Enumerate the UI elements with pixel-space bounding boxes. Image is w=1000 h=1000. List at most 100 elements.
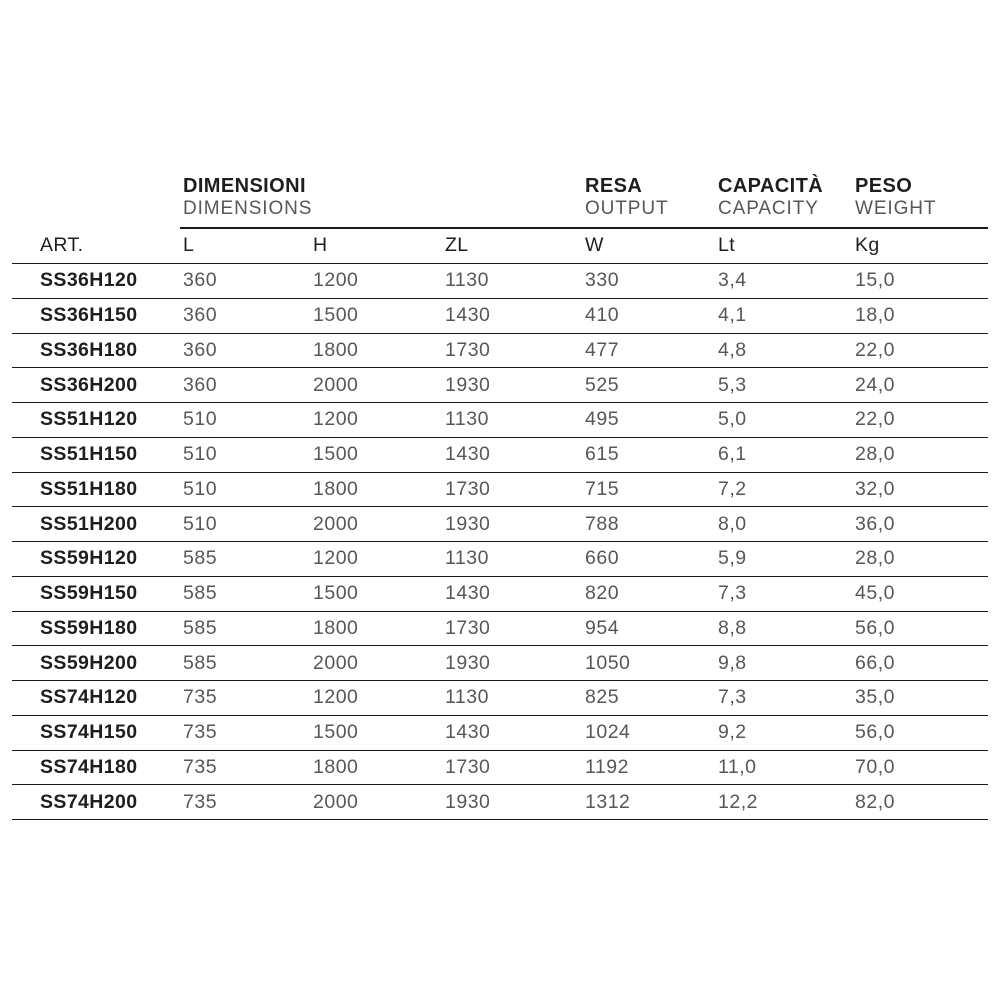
column-header-zl: ZL	[445, 234, 469, 256]
group-subtitle-capacity: CAPACITY	[718, 198, 819, 219]
value-cell: 510	[183, 408, 218, 431]
value-cell: 1500	[313, 721, 359, 744]
value-cell: 4,8	[718, 338, 747, 361]
article-code: SS36H200	[40, 373, 138, 396]
group-output: RESA OUTPUT	[585, 175, 669, 219]
value-cell: 22,0	[855, 338, 895, 361]
value-cell: 510	[183, 477, 218, 500]
table-group-header: DIMENSIONI DIMENSIONS RESA OUTPUT CAPACI…	[12, 175, 988, 229]
value-cell: 585	[183, 651, 218, 674]
value-cell: 820	[585, 582, 620, 605]
value-cell: 360	[183, 304, 218, 327]
value-cell: 735	[183, 790, 218, 813]
value-cell: 1800	[313, 755, 359, 778]
value-cell: 8,0	[718, 512, 747, 535]
value-cell: 24,0	[855, 373, 895, 396]
table-row: SS51H200 510 2000 1930 788 8,0 36,0	[12, 507, 988, 542]
value-cell: 788	[585, 512, 620, 535]
value-cell: 6,1	[718, 443, 747, 466]
value-cell: 70,0	[855, 755, 895, 778]
column-header-kg: Kg	[855, 234, 880, 256]
column-header-lt: Lt	[718, 234, 736, 256]
value-cell: 360	[183, 338, 218, 361]
value-cell: 1130	[445, 269, 489, 292]
value-cell: 1200	[313, 686, 359, 709]
article-code: SS74H180	[40, 755, 138, 778]
group-subtitle-weight: WEIGHT	[855, 198, 937, 219]
article-code: SS36H120	[40, 269, 138, 292]
value-cell: 9,8	[718, 651, 747, 674]
value-cell: 35,0	[855, 686, 895, 709]
article-code: SS51H150	[40, 443, 138, 466]
column-header-w: W	[585, 234, 604, 256]
value-cell: 735	[183, 721, 218, 744]
group-title-capacita: CAPACITÀ	[718, 175, 824, 197]
value-cell: 56,0	[855, 721, 895, 744]
table-body: SS36H120 360 1200 1130 330 3,4 15,0 SS36H150 360…	[12, 264, 988, 820]
table-row: SS74H180 735 1800 1730 1192 11,0 70,0	[12, 751, 988, 786]
article-code: SS74H200	[40, 790, 138, 813]
value-cell: 1430	[445, 443, 491, 466]
value-cell: 28,0	[855, 547, 895, 570]
value-cell: 12,2	[718, 790, 758, 813]
value-cell: 1130	[445, 686, 489, 709]
value-cell: 477	[585, 338, 620, 361]
group-title-dimensioni: DIMENSIONI	[183, 175, 306, 197]
group-weight: PESO WEIGHT	[855, 175, 936, 219]
value-cell: 1930	[445, 790, 491, 813]
value-cell: 1200	[313, 408, 359, 431]
column-header-row: ART. L H ZL W Lt Kg	[12, 228, 988, 264]
table-row: SS74H120 735 1200 1130 825 7,3 35,0	[12, 681, 988, 716]
article-code: SS59H120	[40, 547, 138, 570]
value-cell: 525	[585, 373, 620, 396]
value-cell: 2000	[313, 512, 359, 535]
value-cell: 7,3	[718, 582, 747, 605]
table-row: SS74H200 735 2000 1930 1312 12,2 82,0	[12, 785, 988, 820]
value-cell: 330	[585, 269, 620, 292]
table-row: SS59H200 585 2000 1930 1050 9,8 66,0	[12, 646, 988, 681]
value-cell: 660	[585, 547, 620, 570]
column-header-art: ART.	[40, 234, 84, 256]
table-row: SS59H120 585 1200 1130 660 5,9 28,0	[12, 542, 988, 577]
article-code: SS74H150	[40, 721, 138, 744]
value-cell: 510	[183, 512, 218, 535]
table-row: SS59H180 585 1800 1730 954 8,8 56,0	[12, 612, 988, 647]
value-cell: 1192	[585, 755, 629, 778]
table-row: SS51H180 510 1800 1730 715 7,2 32,0	[12, 473, 988, 508]
value-cell: 5,0	[718, 408, 747, 431]
value-cell: 1730	[445, 755, 491, 778]
value-cell: 1730	[445, 338, 491, 361]
table-row: SS36H200 360 2000 1930 525 5,3 24,0	[12, 368, 988, 403]
value-cell: 1800	[313, 477, 359, 500]
value-cell: 2000	[313, 373, 359, 396]
article-code: SS51H200	[40, 512, 138, 535]
specification-table: DIMENSIONI DIMENSIONS RESA OUTPUT CAPACI…	[12, 175, 988, 820]
article-code: SS51H180	[40, 477, 138, 500]
value-cell: 360	[183, 373, 218, 396]
article-code: SS36H180	[40, 338, 138, 361]
value-cell: 3,4	[718, 269, 747, 292]
value-cell: 5,3	[718, 373, 747, 396]
article-code: SS59H180	[40, 616, 138, 639]
article-code: SS36H150	[40, 304, 138, 327]
value-cell: 1312	[585, 790, 631, 813]
value-cell: 1930	[445, 651, 491, 674]
value-cell: 1800	[313, 616, 359, 639]
value-cell: 585	[183, 582, 218, 605]
table-row: SS59H150 585 1500 1430 820 7,3 45,0	[12, 577, 988, 612]
value-cell: 715	[585, 477, 620, 500]
value-cell: 18,0	[855, 304, 895, 327]
value-cell: 1430	[445, 721, 491, 744]
article-code: SS59H150	[40, 582, 138, 605]
value-cell: 1800	[313, 338, 359, 361]
value-cell: 954	[585, 616, 620, 639]
value-cell: 1500	[313, 304, 359, 327]
value-cell: 82,0	[855, 790, 895, 813]
table-row: SS36H120 360 1200 1130 330 3,4 15,0	[12, 264, 988, 299]
column-header-h: H	[313, 234, 328, 256]
value-cell: 1050	[585, 651, 631, 674]
table-row: SS74H150 735 1500 1430 1024 9,2 56,0	[12, 716, 988, 751]
group-subtitle-dimensions: DIMENSIONS	[183, 198, 313, 219]
article-code: SS51H120	[40, 408, 138, 431]
column-header-l: L	[183, 234, 195, 256]
